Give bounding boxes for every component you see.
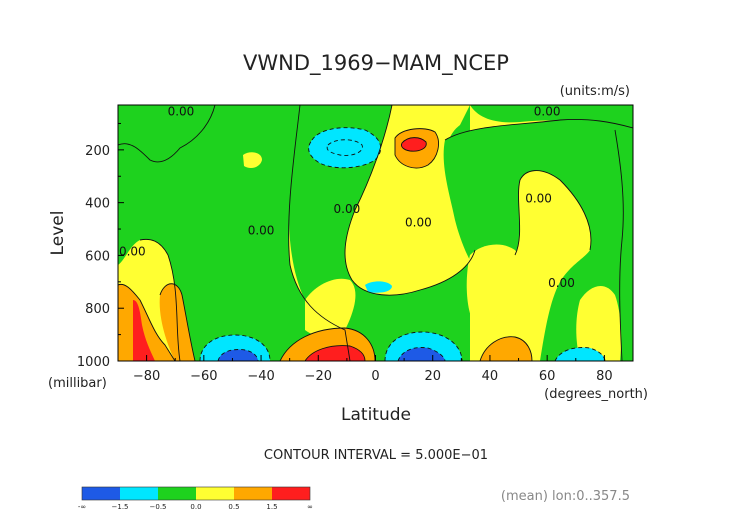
contour-lines <box>118 105 633 361</box>
yellow-pocket-low-tropics <box>305 278 356 337</box>
yellow-pocket-nh-low <box>466 244 521 327</box>
y-tick-label-4: 1000 <box>77 355 110 370</box>
plot-area: 0.00 0.00 0.00 0.00 0.00 0.00 0.00 0.00 <box>118 105 633 361</box>
x-tick-label-0: −80 <box>133 369 160 384</box>
contour-labels: 0.00 0.00 0.00 0.00 0.00 0.00 0.00 0.00 <box>119 105 575 290</box>
red-region-sh-polar <box>133 300 155 361</box>
x-axis: −80 −60 −40 −20 0 20 40 60 80 <box>117 355 634 384</box>
footnote-label: (mean) lon:0..357.5 <box>501 489 630 504</box>
yellow-pocket-nh-arctic <box>576 285 622 361</box>
colorbar-label-5: 1.5 <box>266 503 277 511</box>
colorbar: -∞ −1.5 −0.5 0.0 0.5 1.5 ∞ <box>78 486 313 511</box>
cyan-region-nh-low <box>555 347 605 361</box>
colorbar-swatch-0 <box>82 487 120 500</box>
contour-label-0: 0.00 <box>168 105 195 119</box>
y-axis-title: Level <box>48 211 68 256</box>
y-units-label: (millibar) <box>48 376 107 391</box>
colorbar-swatch-2 <box>158 487 196 500</box>
y-tick-label-3: 800 <box>85 302 110 317</box>
colorbar-label-2: −0.5 <box>150 503 167 511</box>
colorbar-swatch-5 <box>272 487 310 500</box>
x-tick-label-5: 20 <box>424 369 441 384</box>
y-tick-label-1: 400 <box>85 197 110 212</box>
blue-region-sh-low <box>218 349 258 361</box>
y-tick-label-0: 200 <box>85 144 110 159</box>
cyan-region-upper-tropics <box>308 127 381 168</box>
cyan-region-mid-small <box>365 281 392 293</box>
red-region-upper-max <box>401 137 427 152</box>
x-tick-label-1: −60 <box>190 369 217 384</box>
colorbar-frame <box>81 486 311 501</box>
colorbar-label-0: -∞ <box>78 503 86 511</box>
contour-interval-label: CONTOUR INTERVAL = 5.000E−01 <box>264 448 488 463</box>
x-axis-title: Latitude <box>341 405 411 425</box>
x-tick-label-4: 0 <box>371 369 379 384</box>
red-region-low-tropics <box>305 345 365 361</box>
y-axis: 200 400 600 800 1000 <box>77 122 124 370</box>
y-tick-label-2: 600 <box>85 249 110 264</box>
colorbar-label-4: 0.5 <box>228 503 239 511</box>
green-region-upper-right <box>470 105 633 128</box>
x-tick-label-2: −40 <box>247 369 274 384</box>
colorbar-swatch-1 <box>120 487 158 500</box>
green-region-midlat-right <box>615 128 633 361</box>
contour-label-3: 0.00 <box>334 202 361 216</box>
contour-label-6: 0.00 <box>119 244 146 258</box>
colorbar-swatch-4 <box>234 487 272 500</box>
colorbar-swatch-3 <box>196 487 234 500</box>
x-tick-label-8: 80 <box>596 369 613 384</box>
x-tick-label-6: 40 <box>482 369 499 384</box>
colorbar-label-6: ∞ <box>307 503 313 511</box>
contour-label-1: 0.00 <box>534 105 561 119</box>
contour-label-4: 0.00 <box>405 215 432 229</box>
contour-label-5: 0.00 <box>525 192 552 206</box>
yellow-pocket-upper-small <box>243 152 262 168</box>
contour-label-2: 0.00 <box>248 223 275 237</box>
x-tick-label-7: 60 <box>539 369 556 384</box>
contour-label-7: 0.00 <box>548 276 575 290</box>
x-tick-label-3: −20 <box>305 369 332 384</box>
colorbar-label-1: −1.5 <box>112 503 129 511</box>
colorbar-label-3: 0.0 <box>190 503 201 511</box>
units-label: (units:m/s) <box>560 84 630 99</box>
blue-region-eq-low <box>398 347 445 361</box>
x-units-label: (degrees_north) <box>544 387 648 402</box>
chart-title: VWND_1969−MAM_NCEP <box>243 51 509 76</box>
green-region-upper-left <box>118 105 215 162</box>
